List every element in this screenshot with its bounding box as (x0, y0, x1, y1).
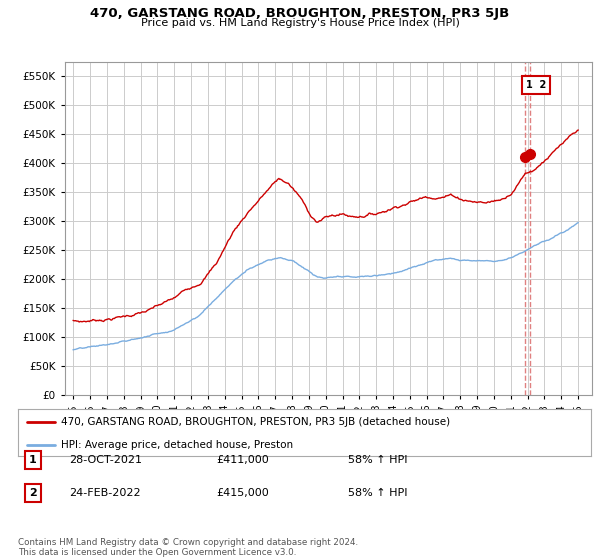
Text: 470, GARSTANG ROAD, BROUGHTON, PRESTON, PR3 5JB: 470, GARSTANG ROAD, BROUGHTON, PRESTON, … (91, 7, 509, 20)
Text: 470, GARSTANG ROAD, BROUGHTON, PRESTON, PR3 5JB (detached house): 470, GARSTANG ROAD, BROUGHTON, PRESTON, … (61, 417, 450, 427)
Text: 2: 2 (29, 488, 37, 498)
Text: HPI: Average price, detached house, Preston: HPI: Average price, detached house, Pres… (61, 440, 293, 450)
Text: 24-FEB-2022: 24-FEB-2022 (69, 488, 140, 498)
Text: 58% ↑ HPI: 58% ↑ HPI (348, 455, 407, 465)
Text: 1: 1 (29, 455, 37, 465)
Text: Price paid vs. HM Land Registry's House Price Index (HPI): Price paid vs. HM Land Registry's House … (140, 18, 460, 29)
Text: Contains HM Land Registry data © Crown copyright and database right 2024.
This d: Contains HM Land Registry data © Crown c… (18, 538, 358, 557)
Text: 58% ↑ HPI: 58% ↑ HPI (348, 488, 407, 498)
Text: 1  2: 1 2 (526, 80, 546, 90)
Text: 28-OCT-2021: 28-OCT-2021 (69, 455, 142, 465)
Text: £411,000: £411,000 (216, 455, 269, 465)
Text: £415,000: £415,000 (216, 488, 269, 498)
